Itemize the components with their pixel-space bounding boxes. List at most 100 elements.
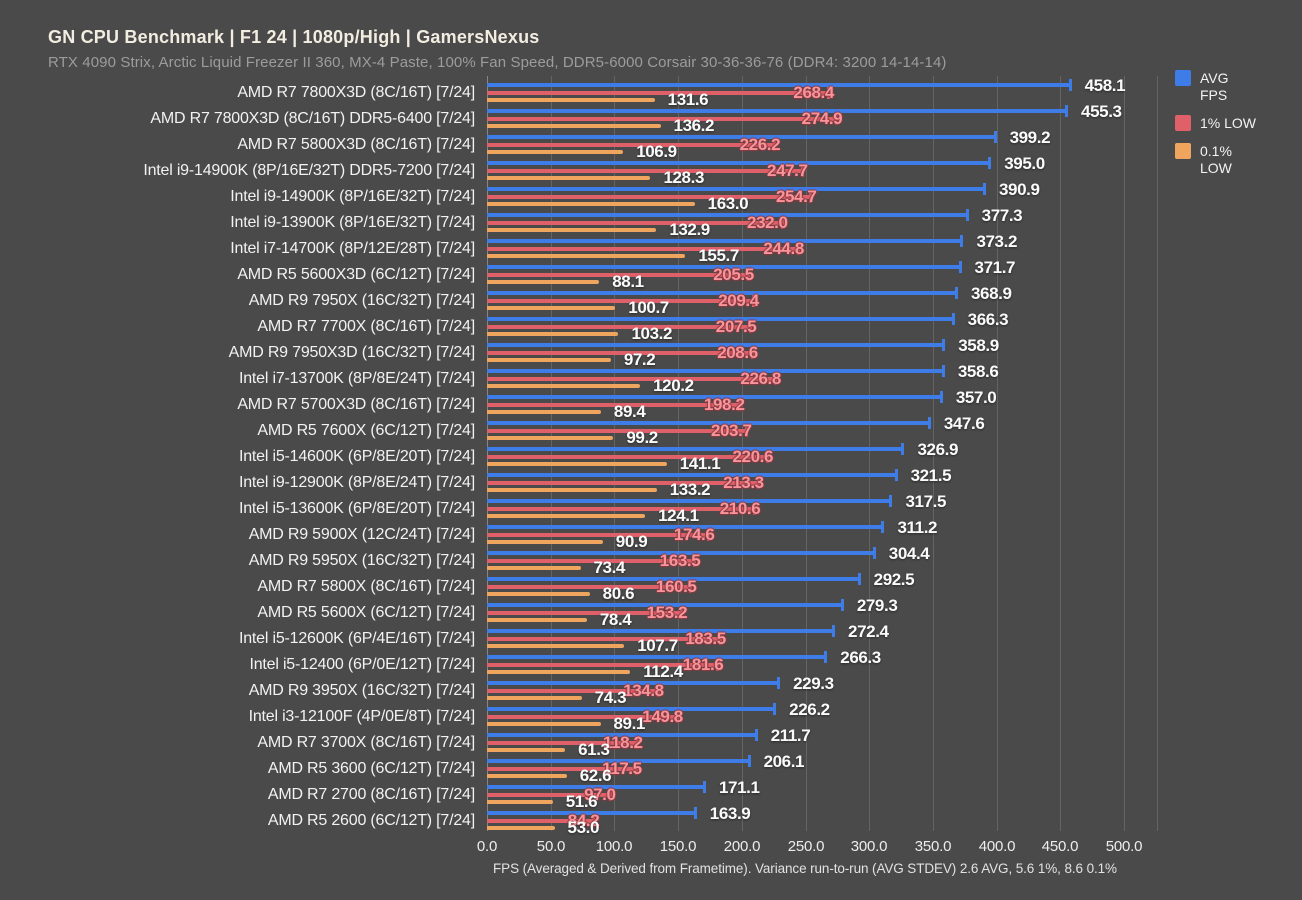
chart-subtitle: RTX 4090 Strix, Arctic Liquid Freezer II… [48, 54, 947, 71]
avg-fps-value-label: 206.1 [763, 751, 805, 771]
category-label: Intel i7-13700K (8P/8E/24T) [7/24] [238, 369, 475, 387]
one-pct-low-value-label: 220.6 [732, 447, 774, 466]
avg-fps-value-label: 292.5 [873, 569, 915, 589]
avg-fps-swatch-icon [1175, 70, 1191, 86]
one-pct-low-value-label: 117.5 [602, 759, 642, 778]
avg-fps-value-label: 399.2 [1009, 127, 1051, 147]
one-pct-low-value-label: 244.8 [763, 239, 804, 258]
avg-fps-value-label: 171.1 [718, 777, 760, 797]
gridline [678, 76, 679, 831]
point1-pct-low-bar [487, 409, 601, 414]
one-pct-low-bar [487, 532, 710, 537]
avg-fps-value-label: 326.9 [917, 439, 959, 459]
avg-fps-bar-cap [777, 677, 781, 689]
category-label: Intel i9-14900K (8P/16E/32T) [7/24] [230, 187, 475, 205]
one-pct-low-bar [487, 402, 740, 407]
one-pct-low-bar-cap [675, 710, 679, 723]
point1-pct-low-bar [487, 565, 581, 570]
x-tick-label: 400.0 [978, 838, 1016, 855]
avg-fps-bar-cap [702, 781, 706, 793]
gridline [1060, 76, 1061, 831]
gridline [551, 76, 552, 831]
category-label: AMD R9 5900X (12C/24T) [7/24] [248, 525, 476, 543]
one-pct-low-value-label: 268.4 [793, 83, 834, 102]
point1-pct-low-value-label: 89.4 [613, 402, 646, 421]
category-label: AMD R9 7950X (16C/32T) [7/24] [248, 291, 476, 309]
one-pct-low-swatch-icon [1175, 115, 1191, 131]
one-pct-low-bar [487, 636, 721, 641]
one-pct-low-bar-cap [809, 190, 813, 203]
one-pct-low-bar-cap [634, 762, 638, 775]
avg-fps-bar [487, 785, 705, 789]
point1-pct-low-bar [487, 357, 611, 362]
avg-fps-bar [487, 161, 991, 165]
one-pct-low-value-label: 203.7 [710, 421, 752, 440]
avg-fps-value-label: 371.7 [974, 257, 1016, 277]
point1-pct-low-value-label: 120.2 [653, 376, 694, 395]
avg-fps-value-label: 358.6 [957, 361, 999, 381]
point1-pct-low-value-label: 61.3 [578, 740, 610, 759]
point1-pct-low-value-label: 128.3 [663, 168, 704, 187]
category-label: Intel i5-12600K (6P/4E/16T) [7/24] [238, 629, 475, 647]
avg-fps-bar [487, 681, 780, 685]
category-label: AMD R7 2700 (8C/16T) [7/24] [267, 785, 475, 803]
point1-pct-low-value-label: 51.6 [565, 792, 598, 811]
one-pct-low-bar [487, 298, 754, 303]
category-label: AMD R9 3950X (16C/32T) [7/24] [248, 681, 476, 699]
legend-item-01pct-low: 0.1% LOW [1175, 143, 1295, 177]
one-pct-low-bar-cap [718, 632, 722, 645]
avg-fps-bar-cap [747, 755, 751, 767]
category-label: Intel i3-12100F (4P/0E/8T) [7/24] [248, 707, 476, 725]
legend-label-avg-fps: AVG FPS [1200, 70, 1229, 103]
category-label: AMD R9 5950X (16C/32T) [7/24] [248, 551, 476, 569]
one-pct-low-bar-cap [796, 242, 800, 255]
one-pct-low-bar [487, 584, 692, 589]
avg-fps-bar-cap [939, 391, 943, 403]
one-pct-low-bar-cap [608, 788, 612, 801]
gridline [487, 76, 488, 831]
avg-fps-bar-cap [840, 599, 844, 611]
x-tick-label: 100.0 [595, 838, 633, 855]
avg-fps-bar [487, 265, 961, 269]
x-tick-label: 300.0 [850, 838, 888, 855]
point1-pct-low-value-label: 97.2 [623, 350, 656, 369]
point1-pct-low-value-label: 132.9 [669, 220, 710, 239]
one-pct-low-value-label: 226.2 [739, 135, 781, 154]
one-pct-low-value-label: 149.8 [642, 707, 683, 726]
one-pct-low-bar-cap [773, 372, 777, 385]
one-pct-low-bar-cap [744, 424, 748, 437]
one-pct-low-value-label: 160.5 [655, 577, 697, 596]
one-pct-low-bar-cap [750, 346, 754, 359]
one-pct-low-bar-cap [693, 554, 697, 567]
one-pct-low-bar-cap [680, 606, 684, 619]
avg-fps-value-label: 321.5 [910, 465, 952, 485]
avg-fps-bar-cap [872, 547, 876, 559]
one-pct-low-bar [487, 818, 595, 823]
category-label: AMD R5 5600X (6C/12T) [7/24] [257, 603, 475, 621]
one-pct-low-bar [487, 246, 799, 251]
avg-fps-bar [487, 447, 904, 451]
avg-fps-bar [487, 239, 963, 243]
x-tick-label: 350.0 [914, 838, 952, 855]
category-label: Intel i9-13900K (8P/16E/32T) [7/24] [230, 213, 475, 231]
point1-pct-low-bar [487, 591, 590, 596]
point1-pct-low-value-label: 89.1 [613, 714, 646, 733]
one-pct-low-value-label: 274.9 [801, 109, 843, 128]
point1-pct-low-bar [487, 175, 651, 180]
one-pct-low-value-label: 118.2 [602, 733, 643, 752]
point1-pct-low-value-label: 90.9 [615, 532, 648, 551]
avg-fps-bar [487, 317, 954, 321]
avg-fps-bar-cap [901, 443, 905, 455]
one-pct-low-bar [487, 610, 683, 615]
x-tick-label: 450.0 [1041, 838, 1079, 855]
one-pct-low-bar-cap [592, 814, 596, 827]
one-pct-low-bar-cap [746, 268, 750, 281]
point1-pct-low-value-label: 141.1 [679, 454, 721, 473]
avg-fps-bar [487, 109, 1068, 113]
legend-item-avg-fps: AVG FPS [1175, 70, 1295, 104]
category-label: Intel i7-14700K (8P/12E/28T) [7/24] [230, 239, 475, 257]
avg-fps-bar-cap [693, 807, 697, 819]
one-pct-low-value-label: 153.2 [646, 603, 688, 622]
one-pct-low-bar [487, 272, 749, 277]
point1-pct-low-bar [487, 461, 667, 466]
